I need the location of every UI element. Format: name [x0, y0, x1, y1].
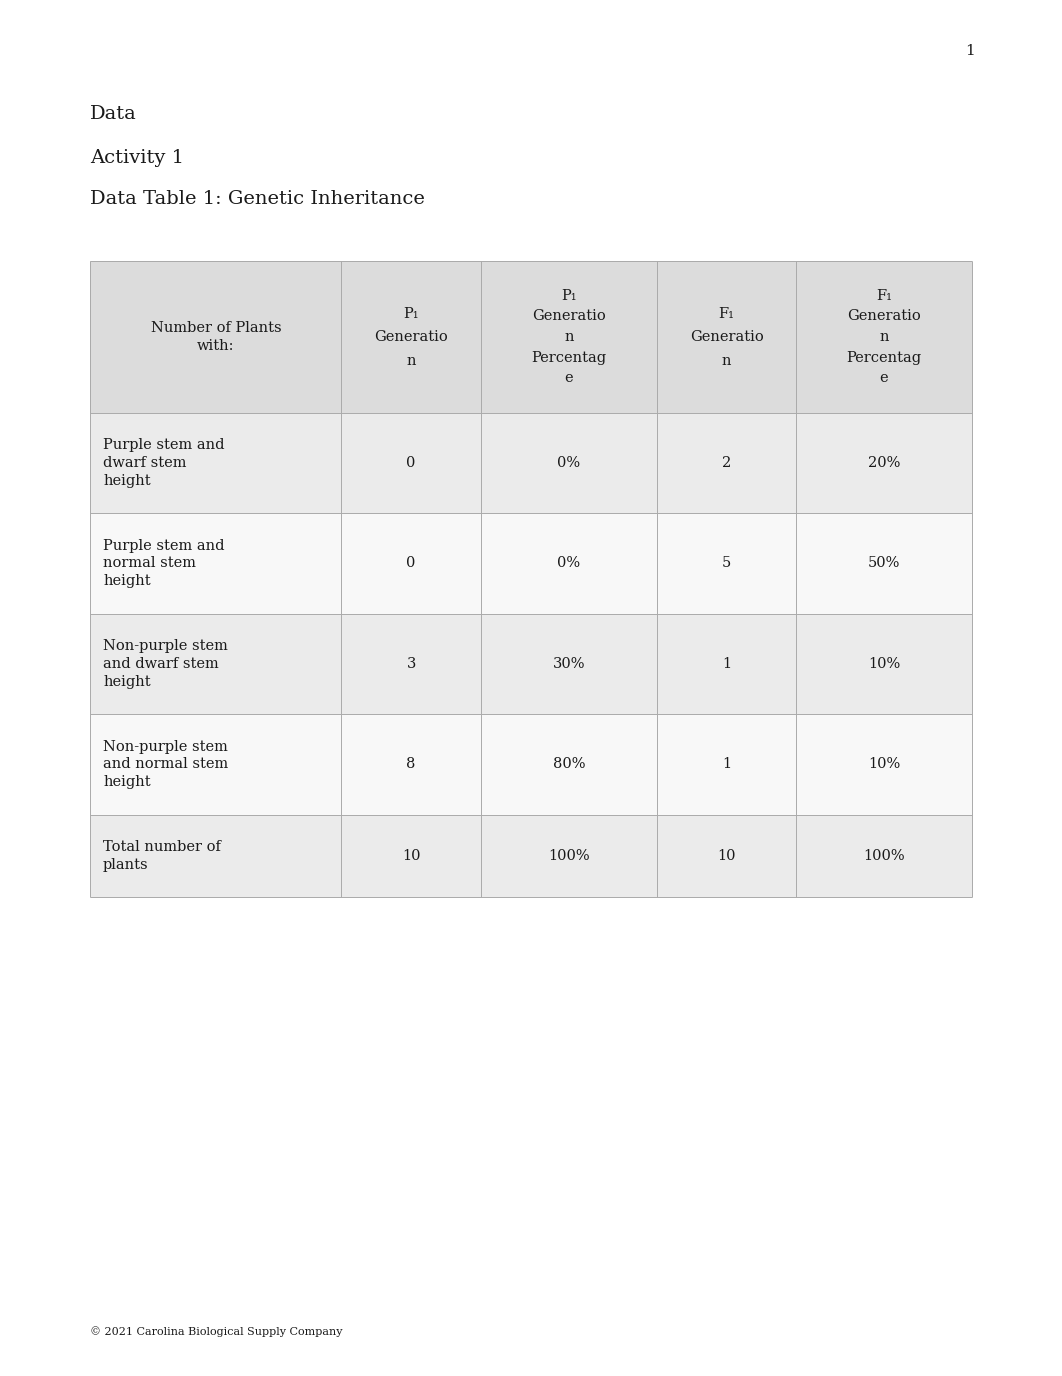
Text: Total number of
plants: Total number of plants	[103, 839, 221, 872]
Text: 1: 1	[722, 656, 732, 671]
Text: © 2021 Carolina Biological Supply Company: © 2021 Carolina Biological Supply Compan…	[90, 1326, 343, 1337]
Text: 10%: 10%	[868, 656, 901, 671]
Text: n: n	[879, 330, 889, 344]
Text: e: e	[565, 372, 573, 385]
Text: 3: 3	[407, 656, 416, 671]
Text: 50%: 50%	[868, 556, 901, 571]
Text: 20%: 20%	[868, 455, 901, 471]
Text: Generatio: Generatio	[374, 330, 448, 344]
Text: Purple stem and
normal stem
height: Purple stem and normal stem height	[103, 538, 224, 589]
Text: 1: 1	[722, 757, 732, 772]
Bar	[90, 513, 972, 614]
Text: n: n	[407, 354, 416, 367]
Text: e: e	[879, 372, 888, 385]
Text: 80%: 80%	[552, 757, 585, 772]
Text: Percentag: Percentag	[531, 351, 606, 365]
Bar	[90, 714, 972, 815]
Text: Percentag: Percentag	[846, 351, 922, 365]
Text: Purple stem and
dwarf stem
height: Purple stem and dwarf stem height	[103, 438, 224, 488]
Text: P₁: P₁	[561, 289, 577, 303]
Text: Generatio: Generatio	[847, 310, 921, 323]
Bar	[90, 815, 972, 897]
Text: Generatio: Generatio	[690, 330, 764, 344]
Text: Generatio: Generatio	[532, 310, 605, 323]
Text: P₁: P₁	[404, 307, 418, 321]
Text: F₁: F₁	[719, 307, 735, 321]
Text: 0: 0	[407, 455, 416, 471]
Text: 0%: 0%	[558, 455, 581, 471]
Bar	[90, 413, 972, 513]
Text: Data Table 1: Genetic Inheritance: Data Table 1: Genetic Inheritance	[90, 190, 425, 208]
Text: 10%: 10%	[868, 757, 901, 772]
Text: 0%: 0%	[558, 556, 581, 571]
Text: 10: 10	[718, 849, 736, 863]
Text: 5: 5	[722, 556, 732, 571]
Bar	[90, 261, 972, 413]
Text: Non-purple stem
and normal stem
height: Non-purple stem and normal stem height	[103, 739, 228, 790]
Text: n: n	[564, 330, 573, 344]
Text: F₁: F₁	[876, 289, 892, 303]
Text: 10: 10	[401, 849, 421, 863]
Text: Data: Data	[90, 105, 137, 122]
Text: 2: 2	[722, 455, 732, 471]
Text: Number of Plants
with:: Number of Plants with:	[151, 321, 281, 354]
Bar	[90, 614, 972, 714]
Text: n: n	[722, 354, 732, 367]
Text: 100%: 100%	[548, 849, 589, 863]
Text: 8: 8	[407, 757, 416, 772]
Text: 1: 1	[965, 44, 975, 58]
Text: 0: 0	[407, 556, 416, 571]
Text: 100%: 100%	[863, 849, 905, 863]
Text: 30%: 30%	[552, 656, 585, 671]
Text: Non-purple stem
and dwarf stem
height: Non-purple stem and dwarf stem height	[103, 638, 228, 689]
Text: Activity 1: Activity 1	[90, 149, 185, 166]
